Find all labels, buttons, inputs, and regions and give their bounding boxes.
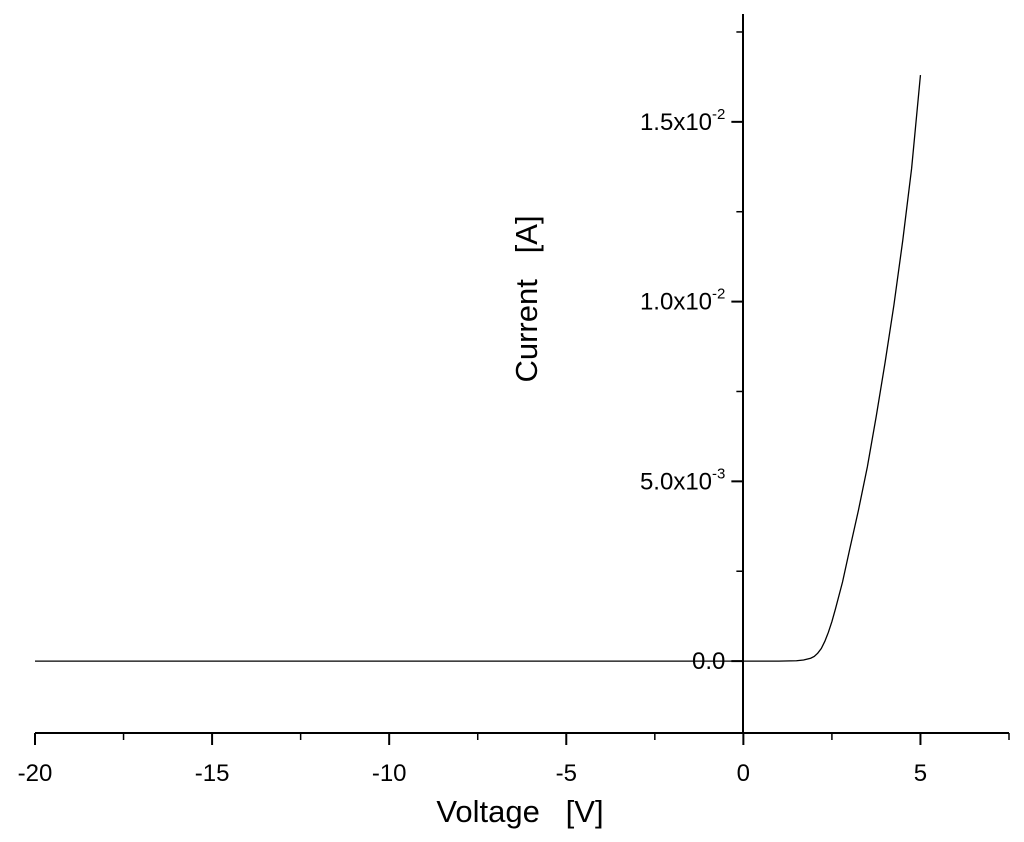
x-tick-label: -15 xyxy=(195,760,230,787)
x-tick-label: 0 xyxy=(737,760,750,787)
y-axis-title: Current [A] xyxy=(509,215,544,382)
x-tick-label: -20 xyxy=(18,760,53,787)
x-axis-ticks: -20 -15 -10 -5 0 5 xyxy=(18,733,1010,787)
x-tick-label: -5 xyxy=(556,760,577,787)
x-tick-label: -10 xyxy=(372,760,407,787)
y-axis-ticks: 0.05.0x10-31.0x10-21.5x10-2 xyxy=(640,31,744,675)
current-voltage-line xyxy=(35,75,922,662)
x-axis-title: Voltage [V] xyxy=(436,794,603,829)
x-tick-label: 5 xyxy=(914,760,927,787)
y-tick-label: 5.0x10-3 xyxy=(640,465,725,495)
y-tick-label: 1.5x10-2 xyxy=(640,106,725,136)
y-tick-label: 1.0x10-2 xyxy=(640,286,725,316)
